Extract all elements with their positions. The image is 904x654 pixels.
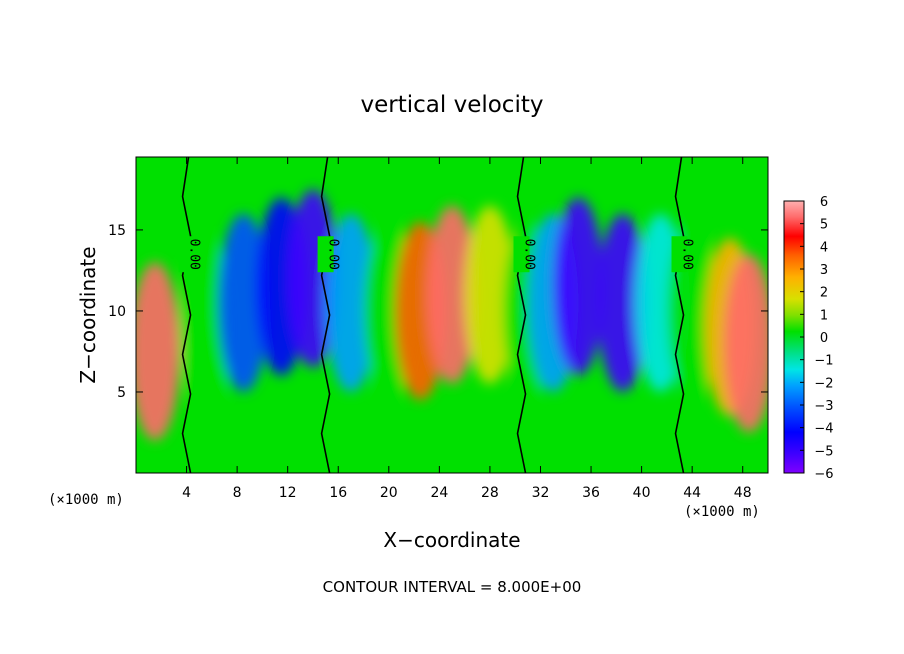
colorbar-tick-label: 6 <box>820 195 828 210</box>
x-tick-label: 16 <box>329 485 347 501</box>
x-tick-label: 36 <box>582 485 600 501</box>
field-cell <box>464 205 516 384</box>
field-cell <box>287 189 339 368</box>
x-tick-label: 40 <box>633 485 651 501</box>
contour-label-background <box>178 236 195 273</box>
colorbar: 6 5 4 3 2 1 0 −1 −2 −3 −4 −5 −6 <box>783 195 834 482</box>
zero-contour-line <box>320 157 331 473</box>
x-tick-label: 32 <box>532 485 550 501</box>
field-cell <box>325 213 377 392</box>
field-cell <box>553 197 604 376</box>
y-tick-label: 15 <box>108 223 126 239</box>
velocity-field <box>136 189 768 441</box>
x-unit-label-right: (×1000 m) <box>684 504 760 520</box>
contour-interval-note: CONTOUR INTERVAL = 8.000E+00 <box>323 578 582 596</box>
field-cell <box>597 213 648 392</box>
field-cell <box>426 205 478 384</box>
colorbar-tick-label: −1 <box>814 354 833 369</box>
contour-label: 0.00 <box>522 239 537 270</box>
y-tick-label: 5 <box>117 385 126 401</box>
colorbar-tick-label: −2 <box>814 376 833 391</box>
contour-label: 0.00 <box>326 239 341 270</box>
x-tick-label: 8 <box>233 485 242 501</box>
x-tick-label: 24 <box>430 485 448 501</box>
colorbar-tick-label: −4 <box>814 422 833 437</box>
zero-contour-line <box>516 157 527 473</box>
contour-label-background <box>671 236 688 273</box>
field-cell <box>136 262 181 441</box>
x-tick-label: 28 <box>481 485 499 501</box>
zero-contour-line <box>181 157 192 473</box>
colorbar-tick-label: 3 <box>820 263 828 278</box>
y-axis-ticks: 5 10 15 <box>108 223 768 401</box>
x-axis-ticks: 4 8 12 16 20 24 28 32 36 40 44 48 <box>182 157 752 501</box>
colorbar-ticks: 6 5 4 3 2 1 0 −1 −2 −3 −4 −5 −6 <box>800 195 834 482</box>
zero-contour-line <box>674 157 685 473</box>
chart-title: vertical velocity <box>361 92 544 118</box>
colorbar-tick-label: 0 <box>820 331 828 346</box>
colorbar-tick-label: 1 <box>820 308 828 323</box>
x-unit-label-left: (×1000 m) <box>48 492 124 508</box>
colorbar-tick-label: −3 <box>814 399 833 414</box>
contour-label: 0.00 <box>680 239 695 270</box>
colorbar-tick-label: −5 <box>814 444 833 459</box>
x-tick-label: 4 <box>182 485 191 501</box>
y-axis-label: Z−coordinate <box>76 246 100 383</box>
x-tick-label: 48 <box>734 485 752 501</box>
field-cell <box>180 238 231 417</box>
colorbar-tick-label: −6 <box>814 467 833 482</box>
x-tick-label: 12 <box>279 485 297 501</box>
contour-lines: 0.00 0.00 0.00 0.00 <box>178 157 695 473</box>
contour-label-background <box>317 236 334 273</box>
field-cell <box>723 254 768 433</box>
x-tick-label: 44 <box>683 485 701 501</box>
field-cell <box>218 213 269 392</box>
y-tick-label: 10 <box>108 304 126 320</box>
colorbar-tick-label: 2 <box>820 286 828 301</box>
x-tick-label: 20 <box>380 485 398 501</box>
contour-label-background <box>513 236 530 273</box>
colorbar-tick-label: 4 <box>820 240 828 255</box>
plot-area: 0.00 0.00 0.00 0.00 <box>136 157 768 473</box>
x-axis-label: X−coordinate <box>383 528 520 552</box>
contour-label: 0.00 <box>187 239 202 270</box>
plot-frame <box>135 156 769 474</box>
colorbar-tick-label: 5 <box>820 218 828 233</box>
